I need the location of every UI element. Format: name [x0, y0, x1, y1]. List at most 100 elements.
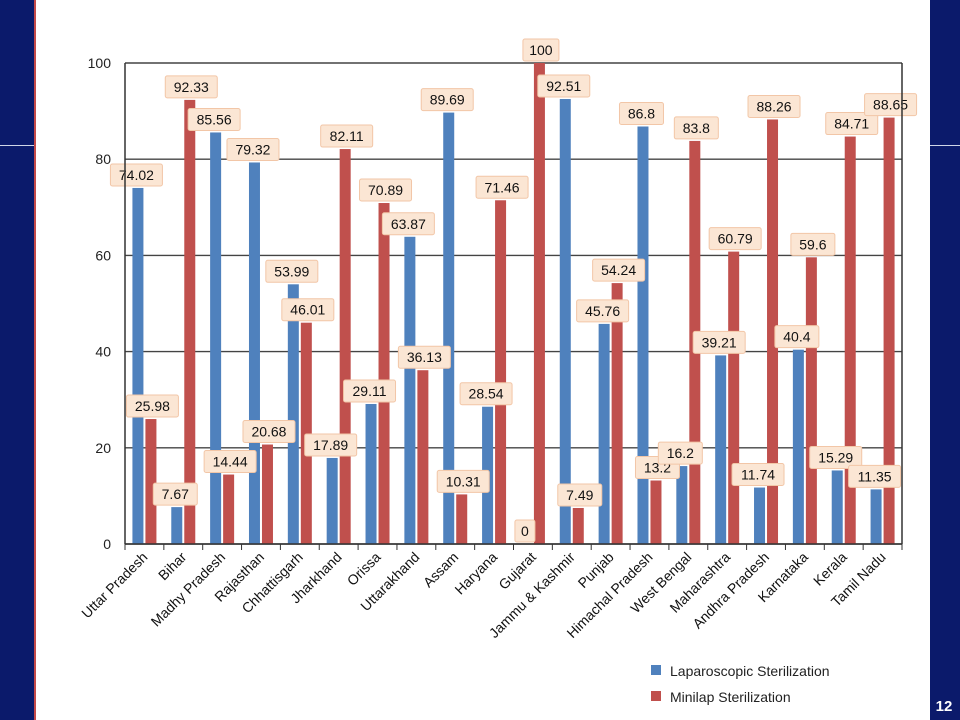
data-label-laparoscopic-group: 15.29 [809, 445, 863, 469]
data-label-minilap-box [708, 227, 762, 251]
bar-chart: 74.02 25.98 7.67 92.33 85.56 14.44 79.32 20.68 5… [78, 38, 918, 705]
x-category-label: Uttar Pradesh [78, 549, 150, 621]
data-label-laparoscopic: 86.8 [628, 105, 655, 121]
slide-left-border [0, 0, 34, 720]
bar-minilap [650, 480, 662, 544]
data-label-minilap: 100 [529, 42, 553, 58]
bar-laparoscopic [210, 132, 222, 544]
data-label-minilap-box [125, 394, 179, 418]
data-label-minilap: 82.11 [330, 128, 364, 144]
data-label-minilap: 20.68 [251, 424, 286, 440]
data-label-laparoscopic-box [537, 74, 591, 98]
data-label-minilap-group: 92.33 [164, 75, 218, 99]
data-label-minilap-group: 88.65 [864, 93, 918, 117]
data-label-minilap-box [320, 124, 374, 148]
x-category-label: Bihar [155, 549, 190, 584]
data-label-laparoscopic: 17.89 [313, 437, 348, 453]
data-label-minilap-group: 70.89 [359, 178, 413, 202]
data-label-laparoscopic: 40.4 [783, 329, 810, 345]
data-label-minilap-group: 46.01 [281, 298, 335, 322]
data-label-minilap-group: 83.8 [673, 116, 719, 140]
data-label-minilap-box [359, 178, 413, 202]
bar-minilap [883, 117, 895, 544]
data-label-minilap: 54.24 [601, 262, 636, 278]
data-label-minilap-box [242, 420, 296, 444]
bar-minilap [184, 99, 196, 544]
data-label-laparoscopic-group: 11.35 [848, 464, 902, 488]
data-label-laparoscopic-box [343, 379, 397, 403]
bar-laparoscopic [132, 187, 144, 544]
data-label-minilap: 7.49 [566, 487, 593, 503]
data-label-minilap: 84.71 [834, 116, 869, 132]
bar-laparoscopic [870, 489, 882, 544]
data-label-laparoscopic-group: 28.54 [459, 382, 513, 406]
bar-laparoscopic [171, 507, 183, 544]
data-label-laparoscopic-box [514, 519, 536, 543]
data-label-laparoscopic-box [459, 382, 513, 406]
bar-laparoscopic [559, 99, 571, 544]
data-label-laparoscopic-group: 63.87 [381, 212, 435, 236]
legend-swatch-laparoscopic [651, 665, 661, 675]
data-label-laparoscopic-group: 11.74 [731, 463, 785, 487]
y-tick-label: 20 [95, 440, 111, 456]
data-label-laparoscopic-box [187, 107, 241, 131]
data-label-laparoscopic-box [657, 441, 703, 465]
data-label-minilap: 59.6 [799, 236, 826, 252]
data-label-minilap-box [436, 469, 490, 493]
bar-laparoscopic [715, 355, 727, 544]
bar-laparoscopic [248, 162, 260, 544]
legend: Laparoscopic Sterilization Minilap Steri… [651, 663, 830, 705]
data-label-minilap-box [281, 298, 335, 322]
data-label-laparoscopic: 53.99 [274, 263, 309, 279]
bar-minilap [417, 370, 429, 544]
bar-minilap [145, 419, 157, 544]
bar-laparoscopic [404, 236, 416, 545]
data-label-minilap-group: 7.49 [557, 483, 603, 507]
data-label-laparoscopic-group: 29.11 [343, 379, 397, 403]
data-label-laparoscopic: 16.2 [667, 445, 694, 461]
data-label-minilap-group: 71.46 [475, 175, 529, 199]
bar-laparoscopic [792, 349, 804, 544]
data-label-minilap: 14.44 [213, 454, 248, 470]
data-label-laparoscopic-group: 17.89 [304, 433, 358, 457]
data-label-laparoscopic-box [848, 464, 902, 488]
data-label-minilap-group: 54.24 [592, 258, 646, 282]
bar-minilap [767, 119, 779, 545]
data-label-laparoscopic-box [420, 88, 474, 112]
data-label-minilap: 88.65 [873, 97, 908, 113]
data-label-laparoscopic-box [618, 101, 664, 125]
data-label-laparoscopic: 7.67 [162, 486, 189, 502]
data-label-minilap-box [790, 232, 836, 256]
data-label-laparoscopic-group: 39.21 [692, 330, 746, 354]
data-label-minilap-group: 36.13 [397, 345, 451, 369]
data-label-minilap-group: 82.11 [320, 124, 374, 148]
y-tick-label: 0 [103, 536, 111, 552]
bar-minilap [261, 444, 273, 544]
data-label-minilap: 83.8 [683, 120, 710, 136]
data-label-laparoscopic: 63.87 [391, 216, 426, 232]
data-label-minilap: 60.79 [718, 231, 753, 247]
data-label-minilap-group: 25.98 [125, 394, 179, 418]
data-label-minilap-box [592, 258, 646, 282]
data-label-laparoscopic-box [692, 330, 746, 354]
x-category-label: Haryana [451, 549, 500, 598]
data-label-minilap-group: 100 [522, 38, 560, 62]
data-label-laparoscopic: 45.76 [585, 303, 620, 319]
bar-laparoscopic [676, 466, 688, 544]
bar-minilap [339, 149, 351, 544]
data-label-laparoscopic-group: 85.56 [187, 107, 241, 131]
bar-minilap [223, 474, 235, 544]
page-number: 12 [935, 698, 953, 715]
data-label-minilap: 70.89 [368, 182, 403, 198]
data-label-laparoscopic: 85.56 [197, 111, 232, 127]
legend-swatch-minilap [651, 691, 661, 701]
data-label-minilap-box [203, 450, 257, 474]
data-label-laparoscopic: 15.29 [818, 449, 853, 465]
data-label-laparoscopic-group: 7.67 [152, 482, 198, 506]
data-label-laparoscopic: 11.74 [741, 467, 775, 483]
data-label-minilap-group: 84.71 [825, 112, 879, 136]
data-label-laparoscopic-box [774, 325, 820, 349]
bar-minilap [378, 203, 390, 544]
bar-laparoscopic [287, 284, 299, 544]
